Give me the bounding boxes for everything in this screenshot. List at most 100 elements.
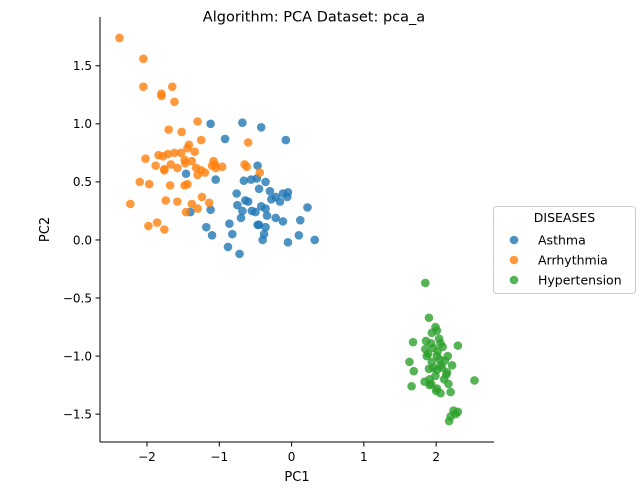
asthma-point [261,177,270,187]
asthma-point [223,242,233,252]
arrhythmia-point [151,161,160,170]
asthma-point [235,249,244,259]
arrhythmia-point [165,181,175,190]
legend-frame [493,206,636,294]
hypertension-point [436,388,445,398]
asthma-point [283,237,293,247]
arrhythmia-point [158,152,168,161]
hypertension-point [422,351,432,361]
arrhythmia-point [115,33,124,43]
asthma-point [294,231,304,240]
legend-title: DISEASES [534,210,596,225]
asthma-point [261,222,270,232]
y-tick-label: 0.0 [73,233,92,247]
asthma-point [236,213,246,223]
arrhythmia-point [181,207,191,217]
legend-items: Asthma Arrhythmia Hypertension [509,233,622,288]
arrhythmia-point [197,192,207,202]
asthma-point [281,135,291,145]
asthma-point [232,189,241,198]
arrhythmia-point [152,218,162,227]
asthma-point [254,184,264,194]
arrhythmia-point [144,221,153,231]
arrhythmia-point [193,204,202,213]
arrhythmia-point [196,135,206,145]
asthma-point [262,211,272,220]
arrhythmia-point [141,154,150,163]
y-tick-label: −1.0 [63,349,92,363]
arrhythmia-point [243,138,253,147]
arrhythmia-point [135,177,145,187]
arrhythmia-point [193,117,202,126]
y-tick-label: −1.5 [63,407,92,421]
arrhythmia-point [161,196,171,205]
hypertension-point [446,387,455,397]
hypertension-point [453,341,463,350]
x-tick-label: 1 [360,450,368,464]
hypertension-point [408,337,418,347]
arrhythmia-point [242,162,252,172]
asthma-point [206,205,215,215]
arrhythmia-point [200,168,210,177]
x-tick-label: 0 [288,450,296,464]
asthma-point [246,175,256,184]
asthma-point [238,118,247,127]
hypertension-point [453,407,463,417]
asthma-point [310,235,320,245]
asthma-point [253,161,262,170]
arrhythmia-point [170,97,179,107]
asthma-point [278,217,288,226]
legend-marker-hypertension [509,275,519,285]
hypertension-point [444,416,454,426]
x-tick-label: −1 [210,450,228,464]
asthma-point [247,206,257,216]
arrhythmia-point [183,143,192,153]
hypertension-point [407,381,416,391]
y-axis-ticks: −1.5 −1.0 −0.5 0.0 0.5 1.0 1.5 [63,59,100,421]
legend-marker-asthma [509,235,519,245]
asthma-point [227,229,237,239]
asthma-point [211,175,220,184]
arrhythmia-point [173,197,182,206]
arrhythmia-point [191,163,201,173]
arrhythmia-point [190,147,200,156]
arrhythmia-point [187,156,197,166]
arrhythmia-point [204,198,214,208]
arrhythmia-point [176,148,186,158]
asthma-point [239,176,249,186]
asthma-point [267,195,276,204]
asthma-point [225,219,234,228]
asthma-point [243,197,253,206]
asthma-point [261,204,270,213]
hypertension-point [424,313,434,323]
arrhythmia-point [170,148,179,158]
arrhythmia-point [211,163,220,173]
asthma-point [283,188,293,197]
hypertension-point [444,379,453,389]
arrhythmia-point [164,125,173,134]
asthma-point [271,213,280,223]
arrhythmia-point [187,199,197,209]
x-axis-label: PC1 [284,470,309,485]
arrhythmia-point [126,199,135,209]
hypertension-point [405,357,414,367]
asthma-point [201,222,211,232]
asthma-point [303,203,312,212]
arrhythmia-point [177,127,186,137]
arrhythmia-point [144,179,154,189]
arrhythmia-point [139,54,148,64]
hypertension-point [424,364,434,374]
asthma-point [295,215,305,225]
x-tick-label: 2 [432,450,440,464]
asthma-point [233,200,242,210]
arrhythmia-point [166,160,176,169]
y-tick-label: −0.5 [63,291,92,305]
arrhythmia-point [217,162,227,172]
asthma-point [254,220,264,230]
arrhythmia-point [160,165,169,175]
x-tick-label: −2 [138,450,156,464]
x-axis-ticks: −2 −1 0 1 2 [138,442,440,464]
legend-label-hypertension: Hypertension [538,273,622,288]
legend-label-asthma: Asthma [538,233,586,248]
arrhythmia-point [167,82,177,91]
